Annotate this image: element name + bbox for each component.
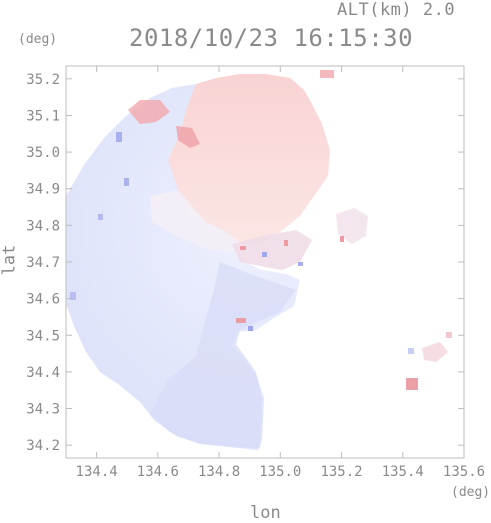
y-tick-label: 34.2 — [26, 438, 60, 454]
echo-fragment — [406, 378, 418, 390]
blue-speck — [98, 214, 103, 220]
blue-speck — [116, 132, 122, 142]
tick-marks — [66, 66, 465, 458]
transition-zone — [150, 190, 240, 252]
altitude-label: ALT(km) 2.0 — [337, 0, 456, 20]
y-tick-label: 34.7 — [26, 255, 60, 271]
red-streak — [176, 126, 200, 148]
echo-cell-southeast — [422, 342, 448, 362]
y-tick-label: 35.1 — [26, 108, 60, 124]
blue-speck — [70, 292, 76, 300]
y-axis-unit: (deg) — [18, 32, 58, 47]
y-tick-label: 34.3 — [26, 402, 60, 418]
echo-fragment — [320, 70, 334, 78]
timestamp-title: 2018/10/23 16:15:30 — [129, 24, 414, 52]
x-tick-label: 135.6 — [443, 464, 485, 480]
clutter-speck — [240, 246, 246, 250]
clutter-speck — [236, 318, 246, 323]
clutter-speck — [340, 236, 344, 242]
clutter-speck — [284, 240, 288, 246]
x-tick-labels: 134.4 134.6 134.8 135.0 135.2 135.4 135.6 — [76, 464, 486, 480]
red-streak — [128, 100, 170, 124]
x-tick-label: 134.8 — [198, 464, 240, 480]
clutter-speck — [298, 262, 303, 266]
x-tick-label: 135.4 — [382, 464, 424, 480]
x-tick-label: 134.6 — [137, 464, 179, 480]
red-echo-region — [168, 74, 330, 244]
x-tick-label: 135.2 — [320, 464, 362, 480]
blue-speck — [124, 178, 129, 186]
x-tick-label: 134.4 — [76, 464, 118, 480]
clutter-speck — [262, 252, 267, 257]
y-axis-title: lat — [0, 244, 20, 276]
clutter-patch — [232, 230, 312, 270]
echo-fragment — [446, 332, 452, 338]
y-tick-label: 35.2 — [26, 72, 60, 88]
y-tick-label: 34.9 — [26, 182, 60, 198]
x-axis-unit: (deg) — [451, 485, 491, 500]
y-tick-label: 34.8 — [26, 218, 60, 234]
echo-cell-east — [336, 208, 368, 244]
blue-echo-lower-band — [150, 262, 296, 448]
clutter-speck — [248, 326, 253, 331]
y-tick-label: 35.0 — [26, 145, 60, 161]
x-axis-title: lon — [250, 503, 281, 523]
y-tick-labels: 35.2 35.1 35.0 34.9 34.8 34.7 34.6 34.5 34.4 34.3… — [26, 72, 60, 454]
y-tick-label: 34.5 — [26, 328, 60, 344]
y-tick-label: 34.4 — [26, 365, 60, 381]
y-tick-label: 34.6 — [26, 292, 60, 308]
echo-fragment — [408, 348, 414, 354]
x-tick-label: 135.0 — [259, 464, 301, 480]
